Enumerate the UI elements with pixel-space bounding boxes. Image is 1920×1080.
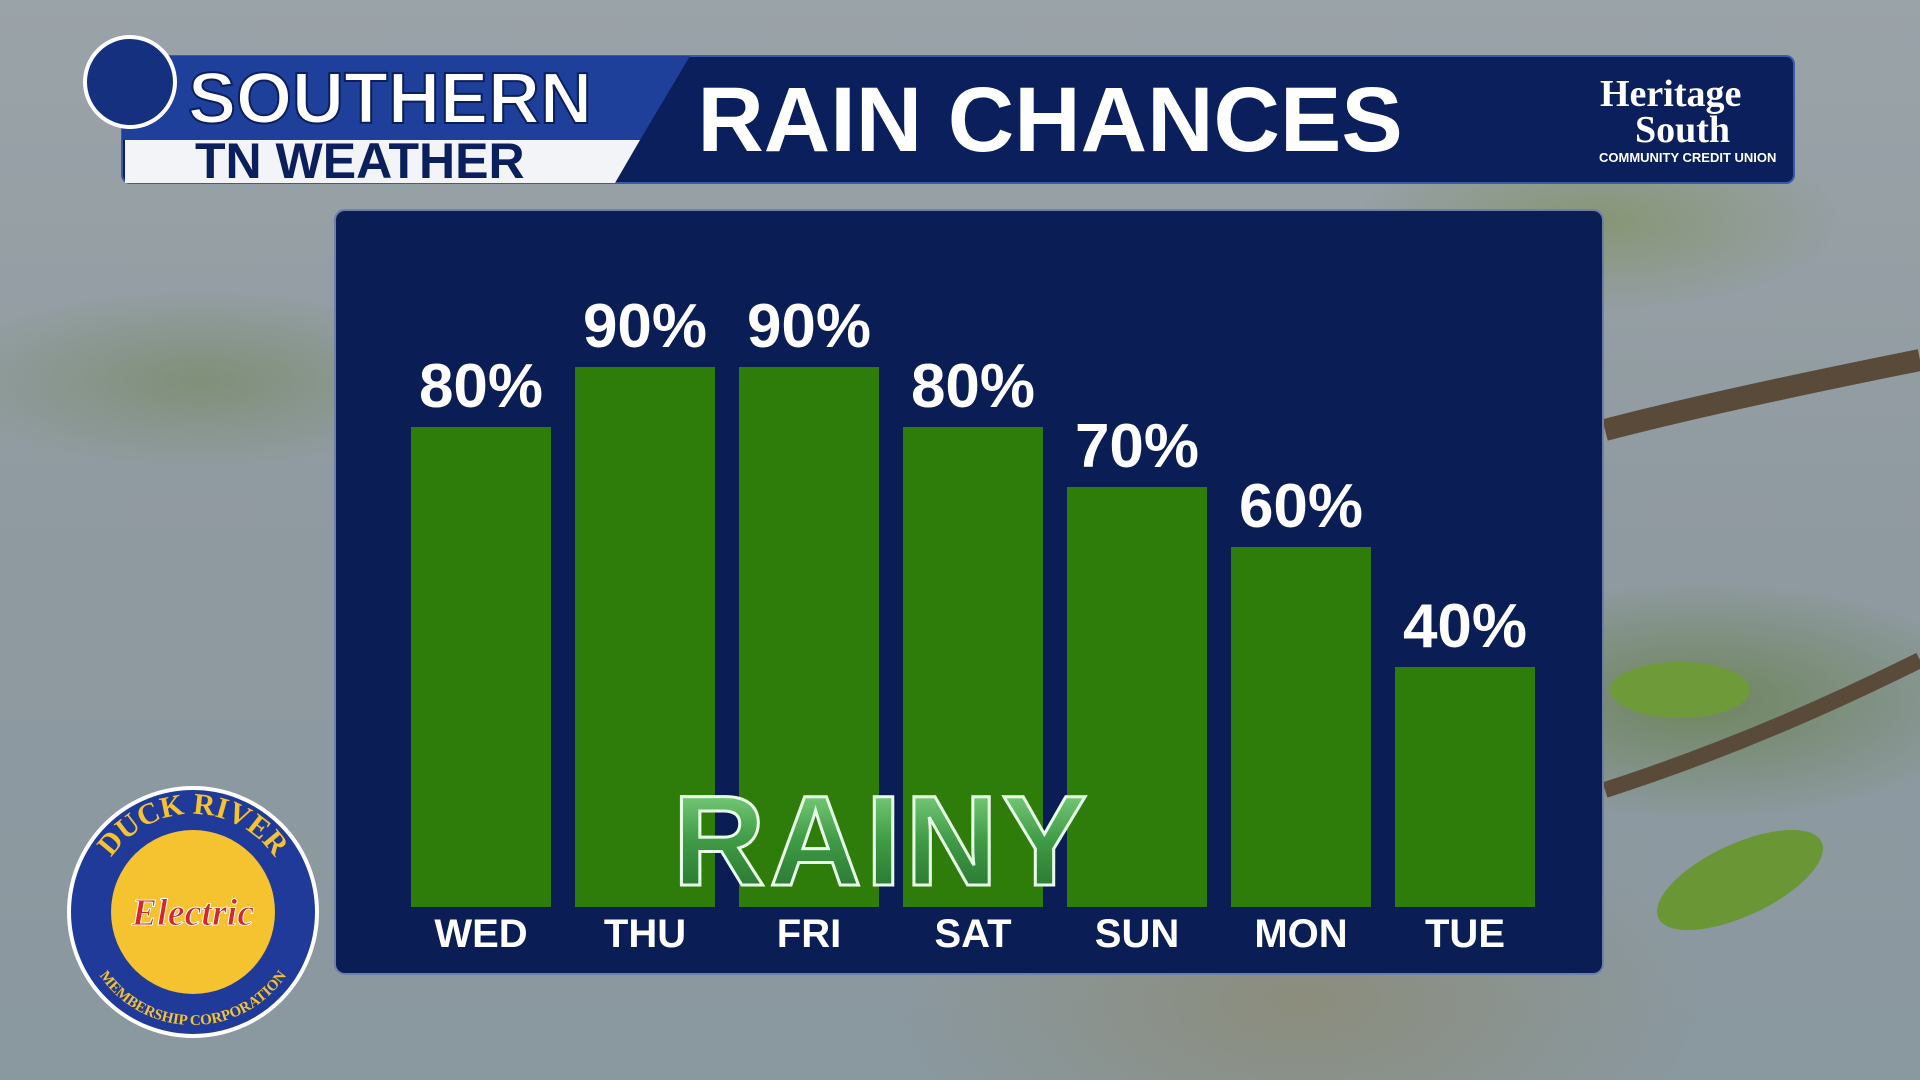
bar: [575, 367, 715, 907]
sponsor-center: Electric: [131, 892, 255, 934]
x-tick-label: SUN: [1095, 912, 1179, 956]
brand-top: SOUTHERN: [188, 59, 592, 139]
x-tick-label: TUE: [1425, 912, 1505, 956]
value-label: 80%: [419, 352, 543, 421]
chart-title: RAIN CHANCES: [697, 69, 1402, 171]
bar: [411, 427, 551, 907]
sponsor-logo-inner: [111, 830, 275, 994]
x-tick-label: MON: [1254, 912, 1347, 956]
x-tick-label: THU: [604, 912, 686, 956]
brand-bottom: TN WEATHER: [195, 133, 525, 189]
sponsor-tagline: COMMUNITY CREDIT UNION: [1599, 150, 1776, 165]
value-label: 90%: [583, 292, 707, 361]
bar: [1067, 487, 1207, 907]
leaf: [1610, 662, 1750, 718]
sponsor-name: Heritage: [1600, 73, 1741, 115]
brand-panel: [122, 56, 690, 140]
leaf: [1657, 829, 1823, 931]
x-tick-label: FRI: [777, 912, 841, 956]
condition-label: RAINY: [673, 770, 1091, 913]
x-tick-label: WED: [434, 912, 527, 956]
value-label: 80%: [911, 352, 1035, 421]
value-label: 90%: [747, 292, 871, 361]
bar: [1231, 547, 1371, 907]
brand-strip: [125, 140, 640, 183]
sponsor-name: South: [1635, 109, 1730, 151]
bar: [1395, 667, 1535, 907]
bar: [903, 427, 1043, 907]
x-tick-label: SAT: [934, 912, 1011, 956]
branch: [1602, 652, 1920, 798]
value-label: 70%: [1075, 412, 1199, 481]
brand-star-logo: [83, 35, 177, 129]
bar: [739, 367, 879, 907]
branch: [1602, 349, 1920, 441]
bars: 80% WED 90% THU 90% FRI 80% SAT 70% SUN 60% MON 40% T…: [411, 292, 1535, 956]
value-label: 60%: [1239, 472, 1363, 541]
value-label: 40%: [1403, 592, 1527, 661]
